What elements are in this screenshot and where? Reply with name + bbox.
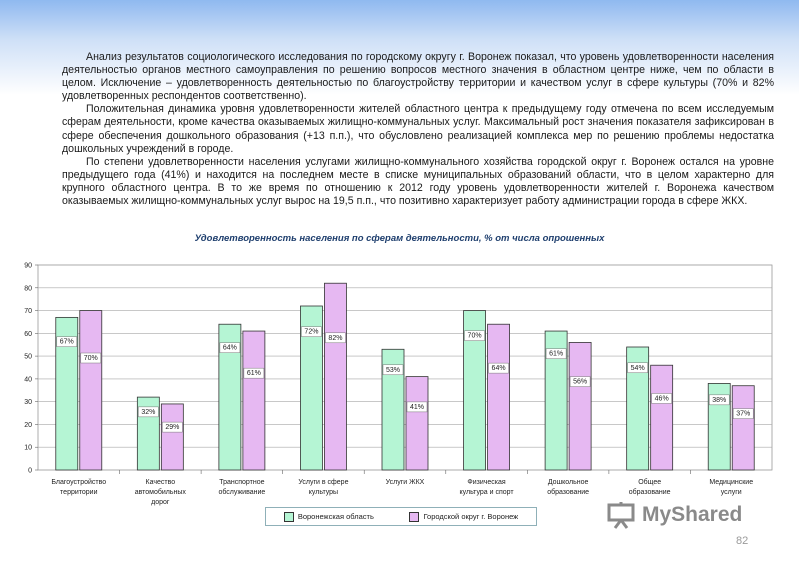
data-label: 70%	[84, 355, 98, 362]
data-label: 72%	[304, 329, 318, 336]
page-number: 82	[736, 535, 749, 547]
data-label-box	[732, 408, 754, 419]
bar-region	[707, 383, 731, 471]
data-label-box	[569, 376, 591, 387]
data-label-box	[162, 421, 183, 433]
legend-label-region: Воронежская область	[297, 512, 374, 521]
x-tick-label: Дошкольное образование	[547, 479, 589, 496]
data-label: 64%	[492, 365, 506, 372]
myshared-logo: MyShared	[606, 500, 742, 530]
data-label: 29%	[165, 424, 179, 431]
bar-city	[79, 310, 103, 471]
data-label: 64%	[223, 345, 237, 352]
data-label-box	[138, 406, 159, 418]
data-label: 37%	[736, 411, 750, 418]
data-label-box	[545, 348, 567, 359]
data-label: 46%	[655, 395, 669, 402]
y-tick-label: 50	[24, 354, 32, 361]
x-tick-label: Физическая культура и спорт	[460, 479, 515, 496]
x-tick-label: Услуги ЖКХ	[386, 479, 425, 486]
data-label: 67%	[60, 339, 74, 346]
logo-text: MyShared	[642, 503, 743, 526]
paragraph-1: Анализ результатов социологического иссл…	[62, 51, 774, 103]
bar-city	[487, 323, 510, 471]
data-label: 38%	[712, 397, 726, 404]
y-tick-label: 90	[24, 263, 32, 270]
y-tick-label: 30	[24, 399, 32, 406]
bar-city	[160, 403, 184, 471]
chart-legend: Воронежская область Городской округ г. В…	[265, 507, 537, 526]
report-text: Анализ результатов социологического иссл…	[62, 51, 774, 208]
legend-label-city: Городской округ г. Воронеж	[423, 512, 519, 521]
data-label: 41%	[410, 404, 424, 411]
bar-city	[568, 342, 592, 471]
data-label-box	[301, 326, 322, 337]
data-label: 53%	[386, 367, 400, 374]
data-label-box	[219, 342, 241, 353]
bar-city	[405, 376, 429, 471]
bar-city	[731, 385, 755, 471]
data-label-box	[325, 332, 346, 344]
paragraph-3: По степени удовлетворенности населения у…	[62, 155, 774, 208]
data-label: 61%	[549, 351, 563, 358]
data-label-box	[464, 330, 485, 341]
y-tick-label: 60	[24, 331, 32, 338]
x-tick-label: Медицинские услуги	[709, 479, 753, 496]
bar-region	[381, 348, 405, 471]
legend-swatch-region	[283, 511, 294, 522]
legend-item-region: Воронежская область	[283, 511, 374, 522]
bar-region	[463, 310, 486, 471]
data-label: 61%	[247, 370, 261, 377]
bar-city	[650, 364, 674, 471]
data-label-box	[651, 393, 672, 404]
y-tick-label: 80	[24, 285, 32, 292]
data-label-box	[406, 401, 428, 413]
y-tick-label: 40	[24, 376, 32, 383]
x-tick-label: Качество автомобильных дорог	[135, 479, 187, 506]
x-tick-label: Благоустройство территории	[51, 478, 106, 496]
x-tick-label: Транспортное обслуживание	[218, 479, 265, 496]
paragraph-2: Положительная динамика уровня удовлетвор…	[62, 103, 774, 155]
bar-region	[300, 305, 323, 471]
y-tick-label: 20	[24, 422, 32, 429]
data-label: 82%	[328, 335, 342, 342]
y-tick-label: 0	[28, 468, 32, 475]
data-label-box	[80, 352, 102, 364]
x-tick-label: Общее образование	[629, 478, 671, 496]
bar-region	[218, 323, 242, 471]
bar-city	[324, 282, 347, 471]
bar-region	[544, 330, 568, 471]
data-label: 70%	[468, 333, 482, 340]
y-tick-label: 70	[24, 308, 32, 315]
data-label: 56%	[573, 379, 587, 386]
data-label-box	[708, 394, 730, 406]
data-label-box	[488, 362, 509, 374]
data-label-box	[56, 336, 78, 347]
legend-item-city: Городской округ г. Воронеж	[409, 511, 519, 522]
bar-city	[242, 330, 266, 471]
bar-region	[55, 316, 79, 471]
y-tick-label: 10	[24, 445, 32, 452]
data-label: 54%	[631, 365, 645, 372]
legend-swatch-city	[409, 511, 420, 522]
data-label-box	[627, 362, 648, 374]
x-tick-label: Услуги в сфере культуры	[298, 479, 348, 496]
data-label: 32%	[141, 409, 155, 416]
presentation-board-icon	[607, 502, 635, 529]
data-label-box	[382, 364, 404, 376]
bar-region	[626, 346, 650, 471]
chart-title: Удовлетворенность населения по сферам де…	[194, 233, 605, 244]
data-label-box	[243, 367, 265, 379]
